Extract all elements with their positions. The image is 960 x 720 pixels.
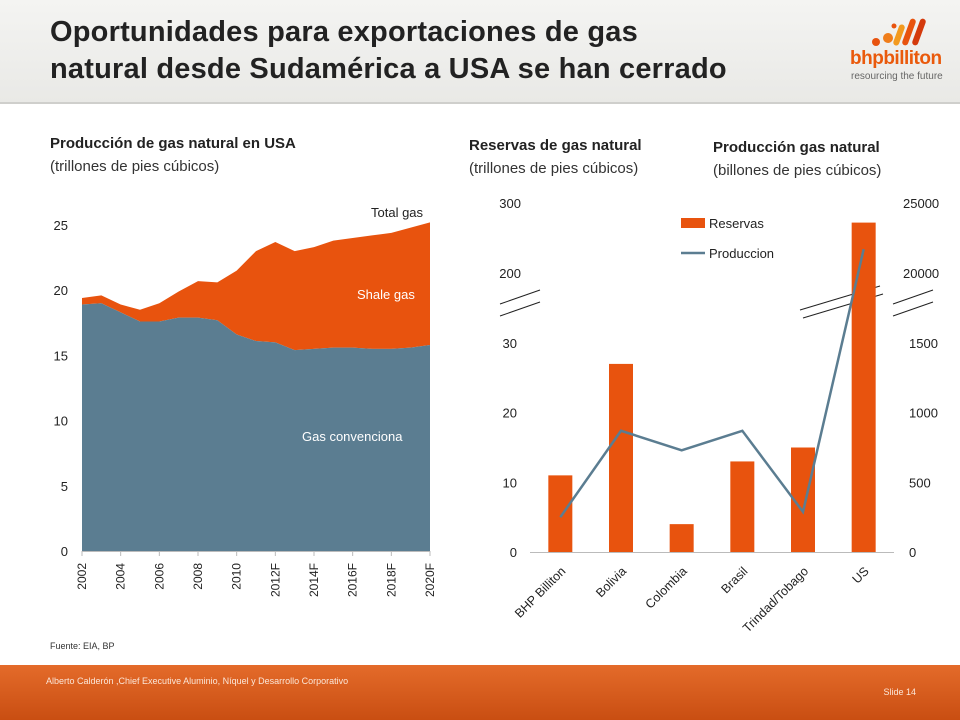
left-y-tick-label: 200 (499, 266, 521, 281)
x-tick-label: 2008 (191, 563, 205, 590)
y-tick-label: 15 (54, 348, 68, 363)
category-label: Colombia (643, 564, 690, 611)
axis-break-mark (892, 289, 934, 305)
title-line-1: Oportunidades para exportaciones de gas (50, 16, 638, 48)
reserves-bar (851, 222, 876, 552)
y-tick-label: 0 (61, 544, 68, 559)
reserves-bar (791, 447, 815, 552)
x-tick-label: 2018F (384, 563, 398, 597)
shale-gas-area (82, 222, 430, 351)
reserves-bar (548, 475, 573, 552)
x-tick-label: 2002 (75, 563, 89, 590)
axis-break-mark (799, 285, 881, 311)
y-tick-label: 10 (54, 414, 68, 429)
reserves-bar (730, 461, 755, 552)
left-chart-subtitle: (trillones de pies cúbicos) (50, 158, 220, 175)
production-heading: Producción gas natural (billones de pies… (713, 136, 881, 182)
axis-break-mark (892, 301, 934, 317)
category-label: Brasil (718, 564, 750, 596)
y-tick-label: 5 (61, 479, 68, 494)
reserves-bar (609, 363, 633, 552)
logo-name: bhpbilliton (850, 48, 942, 69)
slide-header: Oportunidades para exportaciones de gas … (0, 0, 960, 104)
right-y-tick-label: 1500 (909, 336, 938, 351)
left-y-tick-label: 20 (503, 406, 517, 421)
x-tick-label: 2016F (346, 563, 360, 597)
y-tick-label: 20 (54, 283, 68, 298)
reserves-title: Reservas de gas natural (469, 137, 642, 154)
legend-label-reservas: Reservas (709, 216, 764, 231)
left-chart-title: Producción de gas natural en USA (50, 135, 296, 152)
source-note: Fuente: EIA, BP (50, 641, 115, 651)
legend-swatch-reservas (681, 218, 705, 228)
left-y-tick-label: 300 (499, 196, 521, 211)
right-y-tick-label: 0 (909, 545, 916, 560)
reserves-heading: Reservas de gas natural (trillones de pi… (469, 134, 642, 180)
category-label: Bolivia (593, 564, 629, 600)
right-y-tick-label: 25000 (903, 196, 939, 211)
conventional-gas-area (82, 303, 430, 551)
left-y-tick-label: 0 (510, 545, 517, 560)
x-tick-label: 2020F (423, 563, 437, 597)
category-label: BHP Billiton (512, 564, 568, 620)
category-label: Trindad/Tobago (740, 564, 811, 635)
reserves-subtitle: (trillones de pies cúbicos) (469, 160, 639, 177)
conventional-gas-label: Gas convenciona (302, 429, 403, 444)
legend-label-produccion: Produccion (709, 246, 774, 261)
x-tick-label: 2012F (268, 563, 282, 597)
right-y-tick-label: 500 (909, 475, 931, 490)
x-tick-label: 2010 (230, 563, 244, 590)
bhp-billiton-logo: bhpbilliton resourcing the future (850, 14, 950, 94)
category-label: US (850, 564, 872, 586)
axis-break-mark (499, 301, 541, 317)
axis-break-mark (499, 289, 541, 305)
slide-number: Slide 14 (883, 687, 916, 697)
presenter-credit: Alberto Calderón ,Chief Executive Alumin… (46, 676, 349, 686)
production-line (559, 248, 865, 518)
logo-tagline: resourcing the future (851, 71, 943, 82)
x-tick-label: 2014F (307, 563, 321, 597)
reserves-bar (669, 524, 694, 552)
left-chart-heading: Producción de gas natural en USA (trillo… (50, 132, 296, 178)
title-line-2: natural desde Sudamérica a USA se han ce… (50, 53, 727, 85)
logo-mark-icon (872, 18, 926, 46)
x-tick-label: 2004 (114, 563, 128, 590)
axis-break-mark (802, 293, 884, 319)
production-subtitle: (billones de pies cúbicos) (713, 162, 882, 179)
production-title: Producción gas natural (713, 139, 880, 156)
slide-footer: Alberto Calderón ,Chief Executive Alumin… (0, 665, 960, 720)
page-title: Oportunidades para exportaciones de gas … (50, 14, 840, 88)
right-y-tick-label: 1000 (909, 406, 938, 421)
y-tick-label: 25 (54, 218, 68, 233)
total-gas-label: Total gas (371, 205, 424, 220)
left-y-tick-label: 10 (503, 475, 517, 490)
left-y-tick-label: 30 (503, 336, 517, 351)
right-y-tick-label: 20000 (903, 266, 939, 281)
x-tick-label: 2006 (152, 563, 166, 590)
shale-gas-label: Shale gas (357, 287, 415, 302)
